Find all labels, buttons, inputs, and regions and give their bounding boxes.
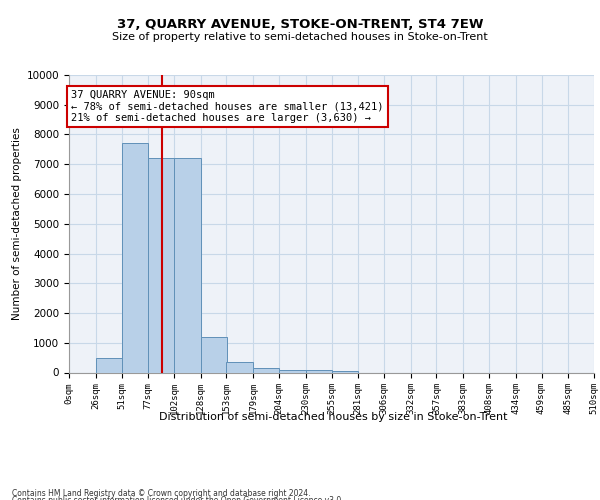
Bar [331,371,358,372]
Bar [96,358,121,372]
Text: 37 QUARRY AVENUE: 90sqm
← 78% of semi-detached houses are smaller (13,421)
21% o: 37 QUARRY AVENUE: 90sqm ← 78% of semi-de… [71,90,383,123]
Bar [227,362,253,372]
Text: 37, QUARRY AVENUE, STOKE-ON-TRENT, ST4 7EW: 37, QUARRY AVENUE, STOKE-ON-TRENT, ST4 7… [117,18,483,30]
Bar [174,158,201,372]
Text: Size of property relative to semi-detached houses in Stoke-on-Trent: Size of property relative to semi-detach… [112,32,488,42]
Text: Contains HM Land Registry data © Crown copyright and database right 2024.: Contains HM Land Registry data © Crown c… [12,488,311,498]
Bar [253,368,279,372]
Text: Distribution of semi-detached houses by size in Stoke-on-Trent: Distribution of semi-detached houses by … [159,412,507,422]
Bar [201,337,227,372]
Bar [306,370,331,372]
Bar [121,144,148,372]
Text: Contains public sector information licensed under the Open Government Licence v3: Contains public sector information licen… [12,496,344,500]
Bar [279,370,306,372]
Y-axis label: Number of semi-detached properties: Number of semi-detached properties [13,128,22,320]
Bar [148,158,174,372]
